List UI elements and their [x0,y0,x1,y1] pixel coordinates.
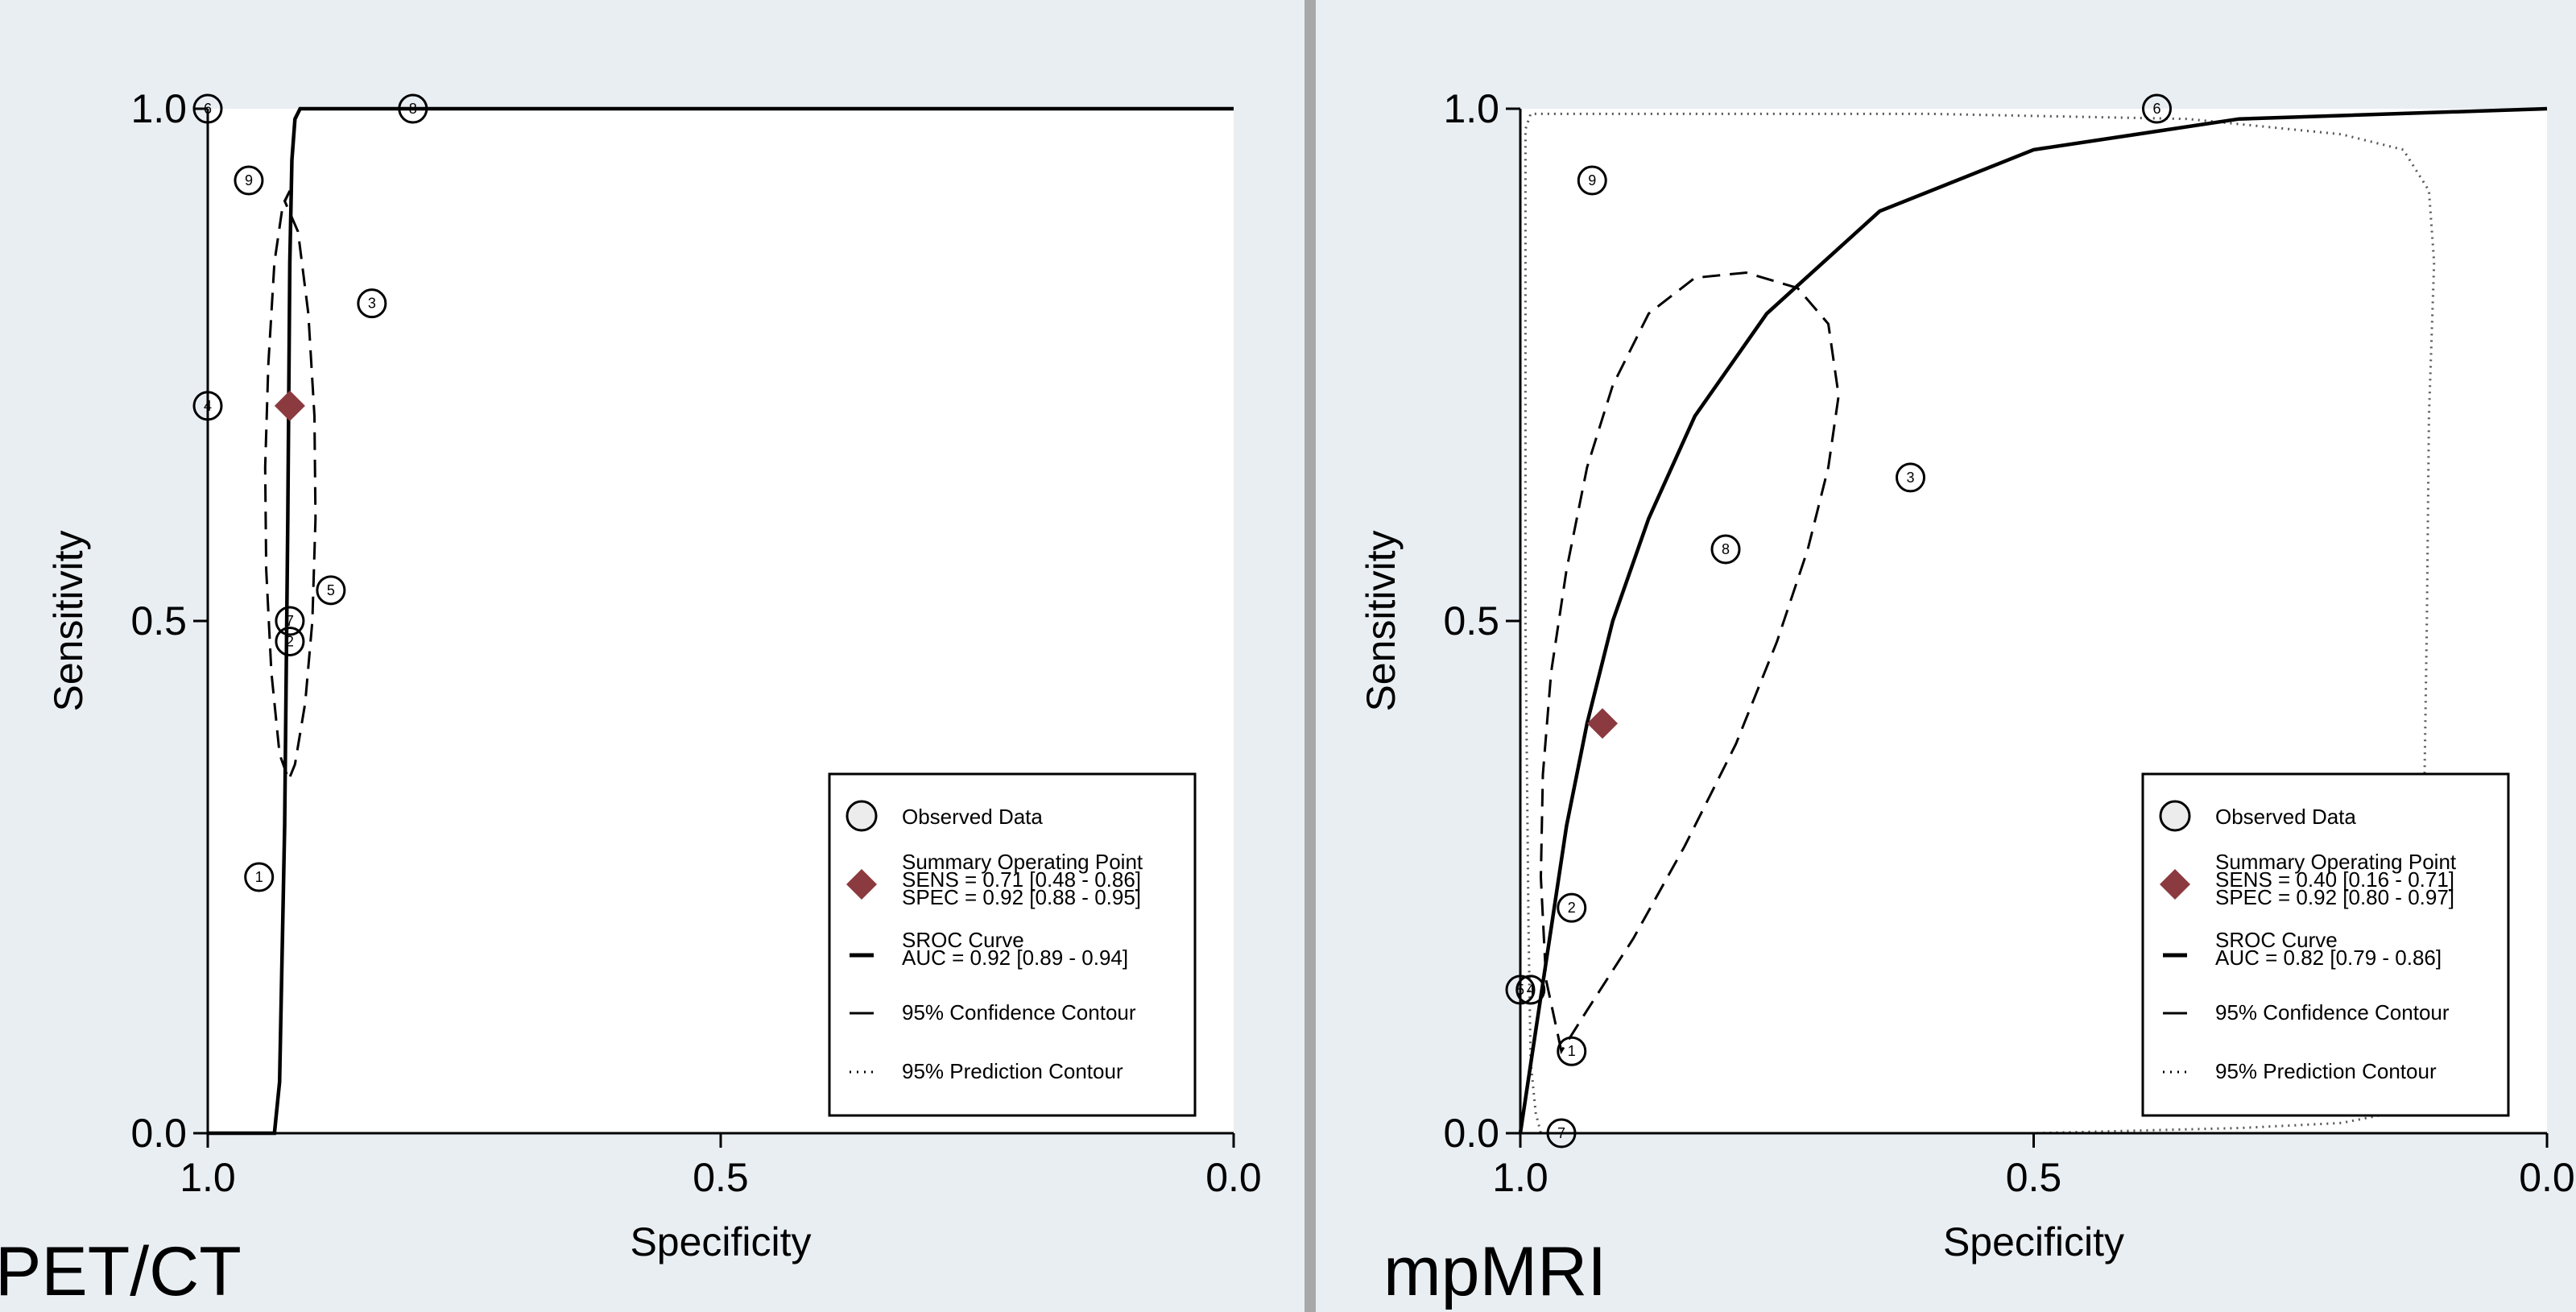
observed-point [1896,462,1925,493]
observed-point-label: 8 [1722,541,1730,557]
observed-point [357,288,387,319]
observed-point-label: 1 [255,869,263,885]
legend-box [2141,772,2510,1117]
x-tick-label: 0.5 [693,1155,749,1200]
panel-label: mpMRI [1383,1233,1606,1310]
legend-observed-label: Observed Data [902,805,1043,829]
y-axis-title: Sensitivity [46,530,91,711]
y-tick-label: 0.5 [1443,598,1499,644]
observed-point-label: 2 [1568,900,1576,916]
observed-point [275,606,305,636]
legend-observed-key [2159,800,2191,832]
observed-point-label: 4 [1527,982,1535,998]
observed-point [1546,1118,1577,1149]
summary-point [274,390,305,421]
legend-summary-title: Summary Operating Point [902,850,1143,874]
observed-point [1710,534,1741,565]
observed-point-label: 3 [368,296,376,312]
legend-observed-label: Observed Data [2215,805,2356,829]
observed-point [1577,165,1607,196]
x-tick-label: 1.0 [1492,1155,1548,1200]
y-axis-title: Sensitivity [1358,530,1404,711]
prediction-contour [1524,112,2436,1135]
legend-auc: AUC = 0.92 [0.89 - 0.94] [902,946,1128,970]
x-axis-title: Specificity [630,1219,811,1264]
legend-auc: AUC = 0.82 [0.79 - 0.86] [2215,946,2442,970]
observed-point [316,575,346,606]
observed-point [1557,892,1587,923]
observed-point-label: 3 [1906,470,1914,486]
x-tick-label: 0.0 [1205,1155,1262,1200]
y-tick-label: 1.0 [1443,86,1499,131]
y-tick-label: 0.0 [130,1111,187,1156]
y-tick-label: 1.0 [130,86,187,131]
summary-point [1587,708,1618,739]
y-tick-label: 0.0 [1443,1111,1499,1156]
confidence-contour [263,190,317,784]
observed-point [2142,93,2172,124]
observed-point [1505,975,1536,1005]
observed-point-label: 1 [1568,1043,1576,1059]
x-tick-label: 0.5 [2006,1155,2062,1200]
observed-point-label: 7 [1557,1125,1565,1141]
observed-point-label: 5 [327,582,335,598]
observed-point [1515,975,1546,1005]
observed-point [398,93,428,124]
observed-point [275,626,305,656]
observed-point [192,391,223,421]
legend-confidence-label: 95% Confidence Contour [2215,1000,2450,1024]
observed-point-label: 6 [204,101,212,117]
panel-mpmri: 1.0 0.5 0.0 0.0 0.5 1.0 Specificity Sensitivity… [1358,86,2575,1310]
observed-point-label: 4 [204,398,212,414]
observed-point [234,165,264,196]
x-axis-title: Specificity [1943,1219,2124,1264]
legend-sens: SENS = 0.71 [0.48 - 0.86] [902,867,1141,892]
sroc-curve [208,106,1234,1136]
y-tick-label: 0.5 [130,598,187,644]
observed-point [244,862,275,892]
observed-point-label: 8 [409,101,417,117]
legend-sroc-title: SROC Curve [902,928,1024,952]
sroc-curve [1518,106,2548,1134]
legend-observed-key [846,800,878,832]
panel-label: PET/CT [0,1233,242,1310]
x-tick-label: 1.0 [180,1155,236,1200]
panel-divider [1305,0,1316,1312]
legend-prediction-label: 95% Prediction Contour [2215,1059,2437,1083]
legend-confidence-label: 95% Confidence Contour [902,1000,1136,1024]
legend-prediction-label: 95% Prediction Contour [902,1059,1123,1083]
legend-sroc-title: SROC Curve [2215,928,2338,952]
legend-summary-title: Summary Operating Point [2215,850,2457,874]
legend-summary-key [2160,869,2190,900]
observed-point-label: 6 [2152,101,2160,117]
observed-point [192,93,223,124]
legend-spec: SPEC = 0.92 [0.80 - 0.97] [2215,885,2454,909]
legend-spec: SPEC = 0.92 [0.88 - 0.95] [902,885,1141,909]
panel-pet-ct: 1.0 0.5 0.0 0.0 0.5 1.0 Specificity Sensitivity… [0,86,1262,1310]
confidence-contour [1539,271,1840,1055]
x-tick-label: 0.0 [2519,1155,2575,1200]
observed-point-label: 2 [286,633,294,649]
observed-point [1557,1036,1587,1066]
observed-point-label: 9 [1588,172,1596,188]
observed-point-label: 9 [245,172,253,188]
observed-point-label: 7 [286,613,294,629]
legend-summary-key [846,869,877,900]
observed-point-label: 5 [1516,982,1524,998]
legend-sens: SENS = 0.40 [0.16 - 0.71] [2215,867,2454,892]
legend-box [828,772,1197,1117]
